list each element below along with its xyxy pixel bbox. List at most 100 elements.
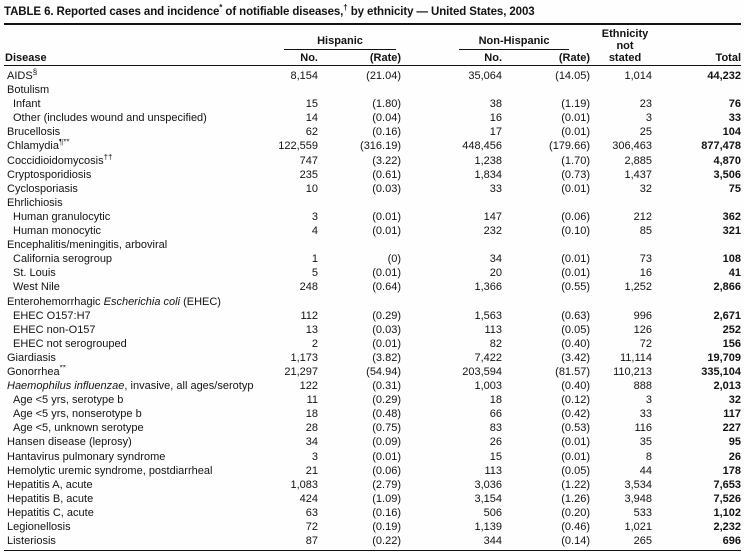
total-cell: 33 [728,112,742,125]
total-cell [652,196,741,210]
ethnicity-not-stated-cell: 3 [645,112,653,125]
gap-cell [401,238,421,252]
non-hispanic-rate-cell: (179.66) [549,140,591,153]
non-hispanic-rate-cell: (0.63) [561,309,591,322]
hispanic-no-cell [254,83,318,97]
total-cell: 156 [722,337,742,350]
group-label-non-hispanic: Non-Hispanic [459,35,570,50]
ethnicity-not-stated-cell: 32 [639,182,653,195]
column-header-non-hispanic-no: No. [421,50,503,66]
gap-cell [401,506,421,520]
table-row: Age <5 yrs, nonserotype b 18 (0.48) 66 (0.42… [4,407,741,421]
hispanic-no-cell: 3 [311,210,318,223]
title-footnote-asterisk: * [219,3,223,13]
non-hispanic-rate-cell: (0.10) [561,225,591,238]
ethnicity-not-stated-cell: 8 [645,450,653,463]
hispanic-rate-cell: (0) [387,253,402,266]
non-hispanic-rate-cell: (0.73) [561,168,591,181]
ethnicity-not-stated-cell: 1,021 [624,521,653,533]
hispanic-no-cell [254,295,318,309]
non-hispanic-no-cell: 26 [489,436,503,449]
hispanic-no-cell: 1,173 [290,351,318,364]
disease-name: Human monocytic [13,225,102,238]
ethnicity-not-stated-cell [590,295,652,309]
hispanic-rate-cell [318,83,401,97]
non-hispanic-rate-cell: (1.19) [561,98,591,111]
hispanic-no-cell: 122 [299,380,318,393]
disease-name: Cryptosporidiosis [7,168,92,181]
gap-cell [401,478,421,492]
gap-cell [401,365,421,379]
non-hispanic-no-cell: 1,139 [474,521,503,533]
total-cell: 7,653 [713,478,742,491]
notifiable-diseases-table: Disease Hispanic Non-Hispanic Ethnicity … [4,27,742,552]
table-title: TABLE 6. Reported cases and incidence* o… [4,3,741,25]
hispanic-no-cell: 248 [299,281,318,294]
table-row: AIDS§ 8,154 (21.04) 35,064 (14.05) 1,014 44,23… [4,66,741,84]
disease-name: Age <5, unknown serotype [13,422,144,435]
ethnicity-not-stated-cell: 85 [639,225,653,238]
table-header: Disease Hispanic Non-Hispanic Ethnicity … [4,27,742,66]
disease-name: California serogroup [13,253,113,266]
gap-cell [401,450,421,464]
hispanic-no-cell: 62 [305,126,318,139]
ethnicity-not-stated-cell: 33 [639,408,653,421]
disease-name: Listeriosis [4,534,254,552]
ethnicity-not-stated-cell: 116 [634,422,653,435]
non-hispanic-rate-cell: (1.26) [561,492,591,505]
gap-cell [401,379,421,393]
table-row: Hemolytic uremic syndrome, postdiarrheal… [4,464,741,478]
ethnicity-not-stated-cell: 35 [639,436,653,449]
table-row: Human monocytic 4 (0.01) 232 (0.10) 85 321 [4,224,741,238]
disease-name: EHEC not serogrouped [13,337,127,350]
table-row: Hepatitis B, acute 424 (1.09) 3,154 (1.26) 3,… [4,492,741,506]
group-label-hispanic: Hispanic [284,35,397,50]
non-hispanic-rate-cell: (0.46) [561,521,591,533]
hispanic-no-cell: 1,083 [290,478,318,491]
non-hispanic-no-cell: 16 [489,112,503,125]
disease-name: Infant [13,98,41,111]
ethnicity-not-stated-cell: 1,014 [624,70,653,82]
total-cell: 7,526 [713,492,742,505]
non-hispanic-no-cell: 232 [483,225,503,238]
disease-name: Hemolytic uremic syndrome, postdiarrheal [7,464,213,477]
ethnicity-not-stated-cell: 72 [639,337,653,350]
hispanic-rate-cell: (21.04) [366,70,402,82]
non-hispanic-rate-cell: (1.22) [561,478,591,491]
non-hispanic-rate-cell: (0.20) [561,506,591,519]
non-hispanic-no-cell [421,238,502,252]
table-row: EHEC O157:H7 112 (0.29) 1,563 (0.63) 996 2,671 [4,309,741,323]
gap-cell [401,351,421,365]
hispanic-no-cell: 15 [305,98,318,111]
total-cell: 2,232 [713,521,742,533]
ethnicity-not-stated-cell: 44 [639,464,653,477]
gap-cell [401,393,421,407]
table-row: Chlamydia¶** 122,559 (316.19) 448,456 (179.6… [4,139,741,153]
gap-cell [401,407,421,421]
ethnicity-not-stated-cell: 888 [633,380,653,393]
total-cell: 252 [722,323,742,336]
hispanic-rate-cell: (0.01) [372,225,402,238]
table-row: Hantavirus pulmonary syndrome 3 (0.01) 15 (0… [4,450,741,464]
ethnicity-not-stated-cell: 23 [639,98,653,111]
column-header-ethnicity-not-stated: Ethnicity not stated [590,27,653,66]
title-text: of notifiable diseases, [222,6,344,18]
total-cell [652,83,741,97]
non-hispanic-rate-cell: (0.40) [561,380,591,393]
ethnicity-not-stated-cell: 1,437 [624,168,653,181]
hispanic-no-cell: 18 [305,408,318,421]
disease-name: Enterohemorrhagic Escherichia coli (EHEC… [7,295,221,308]
column-gap [401,27,422,66]
table-row: EHEC non-O157 13 (0.03) 113 (0.05) 126 252 [4,323,741,337]
ethnicity-not-stated-cell: 3,948 [624,492,653,505]
hispanic-no-cell: 63 [305,506,318,519]
non-hispanic-no-cell: 448,456 [462,140,503,153]
non-hispanic-no-cell: 3,154 [474,492,503,505]
total-cell: 877,478 [701,140,742,153]
disease-name: Hepatitis A, acute [7,478,93,491]
gap-cell [401,421,421,435]
table-row: Gonorrhea** 21,297 (54.94) 203,594 (81.57) 11… [4,365,741,379]
total-cell: 3,506 [713,168,742,181]
disease-name: Ehrlichiosis [7,196,63,209]
non-hispanic-no-cell: 344 [421,534,503,552]
